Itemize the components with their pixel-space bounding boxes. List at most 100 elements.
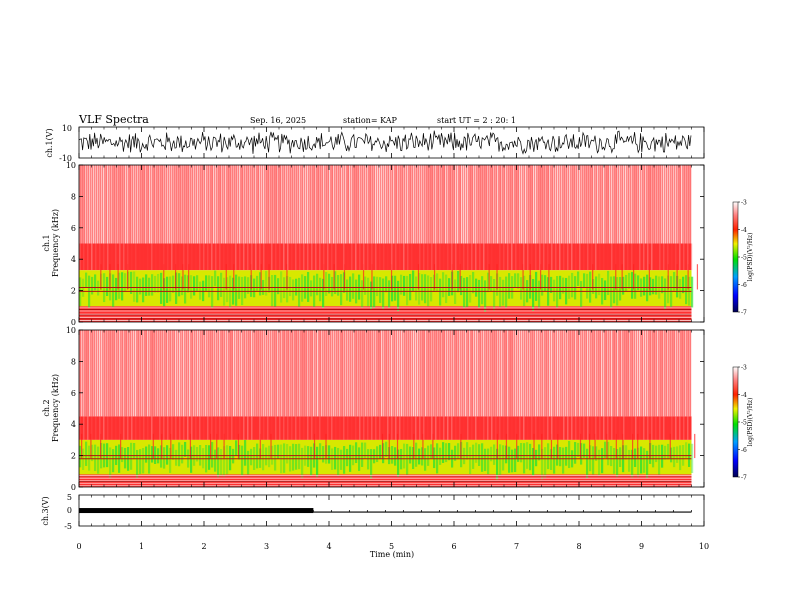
spectrogram-streak — [259, 416, 261, 440]
spectrogram-streak — [97, 330, 99, 417]
spectrogram-spike — [259, 433, 261, 459]
spectrogram-streak — [111, 165, 113, 244]
spectrogram-streak — [379, 416, 381, 440]
spectrogram-streak — [369, 165, 371, 244]
spectrogram-streak — [405, 165, 407, 244]
spectrogram-streak — [223, 416, 225, 440]
spectrogram-green — [139, 449, 142, 474]
spectrogram-streak — [567, 416, 569, 440]
spectrogram-streak — [235, 243, 237, 271]
spectrogram-streak — [599, 243, 601, 271]
spectrogram-green — [223, 446, 226, 478]
ytick-label: 8 — [71, 192, 76, 201]
spectrogram-streak — [279, 416, 281, 440]
spectrogram-streak — [447, 330, 449, 417]
spectrogram-streak — [687, 165, 689, 244]
spectrogram-streak — [467, 243, 469, 271]
spectrogram-green — [118, 272, 121, 299]
spectrogram-streak — [547, 165, 549, 244]
spectrogram-streak — [411, 165, 413, 244]
spectrogram-streak — [691, 165, 693, 244]
spectrogram-streak — [655, 330, 657, 417]
spectrogram-streak — [531, 330, 533, 417]
spectrogram-spike — [313, 433, 316, 459]
x-axis-label: Time (min) — [370, 550, 414, 559]
spectrogram-streak — [125, 330, 127, 417]
spectrogram-streak — [191, 416, 193, 440]
spectrogram-green — [628, 449, 631, 472]
spectrogram-green — [424, 448, 427, 471]
spectrogram-green — [391, 445, 394, 464]
spectrogram-streak — [117, 165, 119, 244]
spectrogram-green — [484, 448, 487, 472]
spectrogram-streak — [439, 165, 441, 244]
spectrogram-green — [337, 275, 340, 296]
spectrogram-streak — [573, 165, 575, 244]
spectrogram-streak — [543, 330, 545, 417]
spectrogram-streak — [195, 416, 197, 440]
spectrogram-streak — [419, 243, 421, 271]
spectrogram-streak — [243, 243, 245, 271]
spectrogram-green — [250, 448, 253, 466]
spectrogram-streak — [665, 330, 667, 417]
spectrogram-streak — [535, 243, 537, 271]
spectrogram-green — [508, 446, 511, 473]
spectrogram-green — [439, 447, 442, 465]
spectrogram-streak — [667, 165, 669, 244]
spectrogram-streak — [605, 165, 607, 244]
spectrogram-streak — [515, 243, 517, 271]
spectrogram-green — [442, 272, 445, 298]
spectrogram-band — [79, 243, 692, 271]
spectrogram-green — [613, 276, 616, 304]
spectrogram-streak — [391, 330, 393, 417]
spectrogram-streak — [623, 165, 625, 244]
spectrogram-streak — [485, 165, 487, 244]
spectrogram-streak — [245, 330, 247, 417]
spectrogram-green — [646, 450, 649, 478]
spectrogram-green — [502, 279, 505, 306]
spectrogram-streak — [291, 165, 293, 244]
spectrogram-streak — [513, 330, 515, 417]
spectrogram-green — [226, 277, 229, 303]
spectrogram-green — [622, 276, 625, 295]
spectrogram-spike — [694, 433, 696, 459]
spectrogram-streak — [371, 416, 373, 440]
spectrogram-streak — [579, 165, 581, 244]
ch3-signal-thick — [79, 508, 314, 514]
spectrogram-streak — [81, 165, 83, 244]
spectrogram-streak — [135, 165, 137, 244]
spectrogram-streak — [515, 416, 517, 440]
spectrogram-green — [628, 272, 631, 289]
spectrogram-streak — [303, 330, 305, 417]
spectrogram-streak — [659, 243, 661, 271]
spectrogram-streak — [611, 165, 613, 244]
spectrogram-streak — [607, 416, 609, 440]
spectrogram-green — [430, 444, 433, 459]
spectrogram-streak — [487, 165, 489, 244]
spectrogram-streak — [147, 243, 149, 271]
spectrogram-spike — [417, 264, 420, 290]
spectrogram-spike — [516, 433, 518, 459]
spectrogram-streak — [371, 243, 373, 271]
start-time-label: start UT = 2 : 20: 1 — [437, 116, 516, 125]
spectrogram-green — [541, 274, 544, 296]
spectrogram-streak — [409, 330, 411, 417]
spectrogram-green — [373, 276, 376, 308]
spectrogram-green — [232, 448, 235, 464]
spectrogram-streak — [191, 165, 193, 244]
spectrogram-streak — [419, 165, 421, 244]
spectrogram-streak — [231, 165, 233, 244]
spectrogram-streak — [523, 165, 525, 244]
spectrogram-green — [643, 448, 646, 473]
spectrogram-streak — [221, 330, 223, 417]
spectrogram-streak — [599, 165, 601, 244]
spectrogram-streak — [263, 243, 265, 271]
spectrogram-streak — [623, 243, 625, 271]
spectrogram-streak — [221, 165, 223, 244]
spectrogram-streak — [401, 330, 403, 417]
spectrogram-streak — [451, 416, 453, 440]
spectrogram-streak — [343, 330, 345, 417]
ytick-label: 4 — [71, 255, 76, 264]
spectrogram-streak — [563, 243, 565, 271]
ch3-ylabel: ch.3(V) — [41, 496, 50, 525]
